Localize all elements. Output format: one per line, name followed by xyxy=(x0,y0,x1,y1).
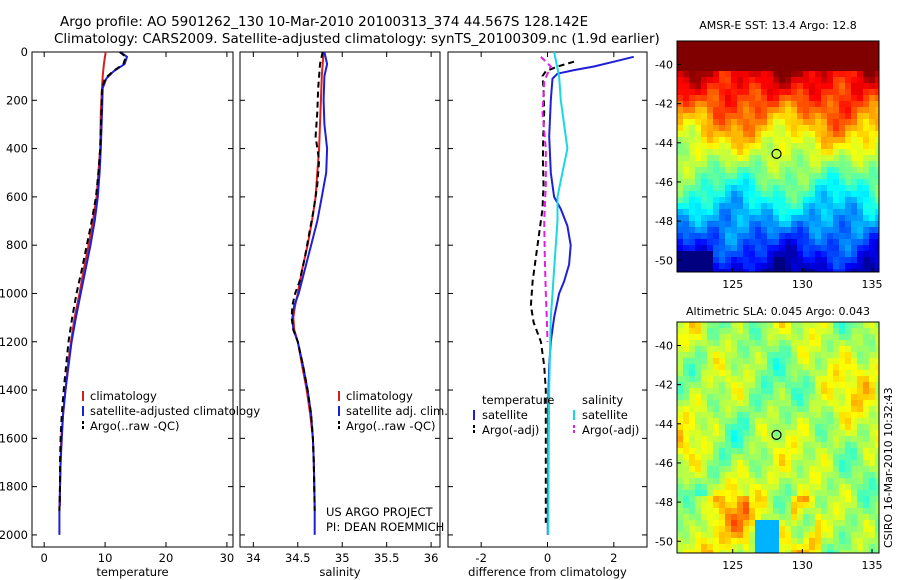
salinity-axes-box xyxy=(239,51,441,548)
difference-legend-label: satellite xyxy=(482,408,528,422)
sst-map-panel: AMSR-E SST: 13.4 Argo: 12.8 -40 -42 -44 -46 -… xyxy=(655,19,883,291)
salinity-legend-label: Argo(..raw -QC) xyxy=(346,419,436,433)
difference-series-salinity-argo-adj xyxy=(540,56,552,342)
salinity-xlabel: salinity xyxy=(319,565,360,579)
difference-xtick-label: 0 xyxy=(544,551,551,565)
sst-ytick-label: -48 xyxy=(655,215,673,228)
temperature-xtick-label: 30 xyxy=(220,551,235,565)
sst-xtick-label: 125 xyxy=(722,278,743,291)
depth-tick-label: 1600 xyxy=(0,431,28,445)
difference-series-temperature-satellite xyxy=(546,55,634,535)
sla-ytick-label: -44 xyxy=(655,418,673,431)
difference-xtick-label: 2 xyxy=(610,551,617,565)
difference-legend-label: satellite xyxy=(582,408,628,422)
difference-series-temperature-argo-adj xyxy=(529,60,575,523)
depth-tick-label: 1800 xyxy=(0,480,28,494)
temperature-xtick-label: 0 xyxy=(41,551,48,565)
salinity-series-climatology xyxy=(292,51,325,507)
sla-map-panel: Altimetric SLA: 0.045 Argo: 0.043 -40 -42 -… xyxy=(655,305,883,572)
temperature-legend-label: Argo(..raw -QC) xyxy=(90,419,180,433)
depth-tick-label: 200 xyxy=(6,93,28,107)
salinity-legend-label: satellite adj. clim. xyxy=(346,404,448,418)
depth-tick-label: 400 xyxy=(6,142,28,156)
temperature-xlabel: temperature xyxy=(96,565,168,579)
salinity-panel: 34 34.5 35 35.5 36 salinity climatologysatelli… xyxy=(239,51,448,579)
sla-axes-box xyxy=(676,321,880,554)
temperature-series-satellite-adjusted-climatology xyxy=(58,51,128,535)
sst-ytick-label: -42 xyxy=(655,98,673,111)
credit-text: CSIRO 16-Mar-2010 10:32:43 xyxy=(882,387,895,548)
sla-ytick-label: -42 xyxy=(655,379,673,392)
temperature-series-argo-raw-qc xyxy=(58,51,127,511)
salinity-xtick-label: 35 xyxy=(335,551,350,565)
salinity-xtick-label: 34 xyxy=(246,551,261,565)
depth-tick-label: 2000 xyxy=(0,528,28,542)
depth-tick-label: 0 xyxy=(21,45,28,59)
difference-legend-label: salinity xyxy=(582,393,623,407)
salinity-series-argo-raw-qc xyxy=(290,51,324,511)
sst-argo-position-marker xyxy=(771,148,782,159)
sla-xtick-label: 135 xyxy=(862,559,883,572)
difference-xtick-label: -2 xyxy=(475,551,486,565)
salinity-xtick-label: 36 xyxy=(424,551,439,565)
sla-ytick-label: -46 xyxy=(655,457,673,470)
figure-title-line2: Climatology: CARS2009. Satellite-adjuste… xyxy=(54,31,660,47)
sst-ytick-label: -46 xyxy=(655,176,673,189)
sla-xtick-label: 125 xyxy=(722,559,743,572)
difference-series-salinity-satellite xyxy=(547,51,569,535)
depth-tick-label: 1000 xyxy=(0,286,28,300)
depth-tick-label: 600 xyxy=(6,190,28,204)
sst-xtick-label: 135 xyxy=(862,278,883,291)
temperature-legend-label: satellite-adjusted climatology xyxy=(90,404,260,418)
difference-legend-label: Argo(-adj) xyxy=(582,423,639,437)
temperature-axes-box xyxy=(31,51,234,548)
salinity-xtick-label: 34.5 xyxy=(285,551,311,565)
sst-ytick-label: -50 xyxy=(655,254,673,267)
salinity-xtick-label: 35.5 xyxy=(374,551,400,565)
sla-heatmap-cells xyxy=(677,322,879,553)
sla-title: Altimetric SLA: 0.045 Argo: 0.043 xyxy=(686,305,870,318)
project-note-line2: PI: DEAN ROEMMICH xyxy=(326,520,444,534)
temperature-xtick-label: 10 xyxy=(98,551,113,565)
depth-tick-label: 1200 xyxy=(0,335,28,349)
sla-xtick-label: 130 xyxy=(792,559,813,572)
difference-xlabel: difference from climatology xyxy=(468,565,627,579)
sst-xtick-label: 130 xyxy=(792,278,813,291)
sst-ytick-label: -44 xyxy=(655,137,673,150)
difference-legend-label: Argo(-adj) xyxy=(482,423,539,437)
sla-ytick-label: -50 xyxy=(655,535,673,548)
sla-ytick-label: -48 xyxy=(655,496,673,509)
sla-ytick-label: -40 xyxy=(655,339,673,352)
depth-tick-label: 800 xyxy=(6,238,28,252)
figure-title-line1: Argo profile: AO 5901262_130 10-Mar-2010… xyxy=(60,14,588,30)
salinity-legend-label: climatology xyxy=(346,389,413,403)
sst-ytick-label: -40 xyxy=(655,58,673,71)
depth-tick-label: 1400 xyxy=(0,383,28,397)
project-note-line1: US ARGO PROJECT xyxy=(326,505,434,519)
temperature-legend-label: climatology xyxy=(90,389,157,403)
temperature-panel: 0 10 20 30 0 200 400 600 800 1000 1200 1400 1600 1800… xyxy=(0,45,260,579)
sla-argo-position-marker xyxy=(771,429,782,440)
sst-title: AMSR-E SST: 13.4 Argo: 12.8 xyxy=(699,19,857,32)
sst-axes-box xyxy=(676,40,880,273)
temperature-xtick-label: 20 xyxy=(159,551,174,565)
difference-legend-label: temperature xyxy=(482,393,554,407)
sst-heatmap-cells xyxy=(677,41,879,272)
